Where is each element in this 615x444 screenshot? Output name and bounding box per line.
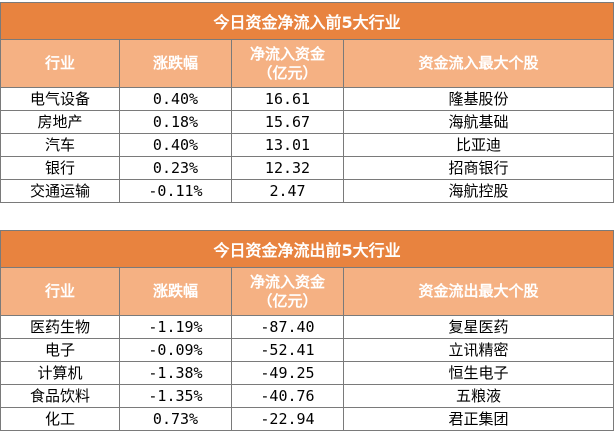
- industry-cell: 电气设备: [1, 88, 120, 111]
- table-row: 汽车 0.40% 13.01 比亚迪: [1, 134, 614, 157]
- industry-cell: 电子: [1, 339, 120, 362]
- table-row: 银行 0.23% 12.32 招商银行: [1, 157, 614, 180]
- top-stock-cell: 海航控股: [344, 180, 614, 203]
- outflow-title: 今日资金净流出前5大行业: [1, 231, 614, 268]
- inflow-header-industry: 行业: [1, 40, 120, 88]
- net-flow-cell: -87.40: [232, 316, 344, 339]
- outflow-header-industry: 行业: [1, 268, 120, 316]
- change-cell: 0.73%: [120, 408, 232, 431]
- inflow-header-top-stock: 资金流入最大个股: [344, 40, 614, 88]
- top-stock-cell: 海航基础: [344, 111, 614, 134]
- industry-cell: 计算机: [1, 362, 120, 385]
- table-row: 化工 0.73% -22.94 君正集团: [1, 408, 614, 431]
- table-row: 医药生物 -1.19% -87.40 复星医药: [1, 316, 614, 339]
- top-stock-cell: 复星医药: [344, 316, 614, 339]
- outflow-table: 今日资金净流出前5大行业 行业 涨跌幅 净流入资金 （亿元） 资金流出最大个股 医药生物 -…: [0, 230, 614, 431]
- table-row: 食品饮料 -1.35% -40.76 五粮液: [1, 385, 614, 408]
- inflow-header-net-flow: 净流入资金 （亿元）: [232, 40, 344, 88]
- table-row: 电子 -0.09% -52.41 立讯精密: [1, 339, 614, 362]
- outflow-header-net-flow: 净流入资金 （亿元）: [232, 268, 344, 316]
- net-flow-cell: -22.94: [232, 408, 344, 431]
- change-cell: 0.40%: [120, 88, 232, 111]
- industry-cell: 食品饮料: [1, 385, 120, 408]
- change-cell: -1.19%: [120, 316, 232, 339]
- net-flow-cell: 15.67: [232, 111, 344, 134]
- top-stock-cell: 招商银行: [344, 157, 614, 180]
- industry-cell: 银行: [1, 157, 120, 180]
- top-stock-cell: 五粮液: [344, 385, 614, 408]
- net-flow-cell: 13.01: [232, 134, 344, 157]
- top-stock-cell: 立讯精密: [344, 339, 614, 362]
- change-cell: -0.11%: [120, 180, 232, 203]
- net-flow-cell: 2.47: [232, 180, 344, 203]
- change-cell: 0.40%: [120, 134, 232, 157]
- change-cell: 0.23%: [120, 157, 232, 180]
- change-cell: -1.38%: [120, 362, 232, 385]
- industry-cell: 汽车: [1, 134, 120, 157]
- inflow-table: 今日资金净流入前5大行业 行业 涨跌幅 净流入资金 （亿元） 资金流入最大个股 电气设备 0…: [0, 2, 614, 203]
- net-flow-cell: 16.61: [232, 88, 344, 111]
- table-row: 交通运输 -0.11% 2.47 海航控股: [1, 180, 614, 203]
- net-flow-cell: -49.25: [232, 362, 344, 385]
- top-stock-cell: 君正集团: [344, 408, 614, 431]
- net-flow-cell: -40.76: [232, 385, 344, 408]
- outflow-header-change: 涨跌幅: [120, 268, 232, 316]
- change-cell: -1.35%: [120, 385, 232, 408]
- industry-cell: 房地产: [1, 111, 120, 134]
- outflow-header-top-stock: 资金流出最大个股: [344, 268, 614, 316]
- inflow-title: 今日资金净流入前5大行业: [1, 3, 614, 40]
- change-cell: 0.18%: [120, 111, 232, 134]
- top-stock-cell: 比亚迪: [344, 134, 614, 157]
- table-row: 计算机 -1.38% -49.25 恒生电子: [1, 362, 614, 385]
- net-flow-cell: 12.32: [232, 157, 344, 180]
- industry-cell: 交通运输: [1, 180, 120, 203]
- table-row: 电气设备 0.40% 16.61 隆基股份: [1, 88, 614, 111]
- industry-cell: 化工: [1, 408, 120, 431]
- inflow-header-change: 涨跌幅: [120, 40, 232, 88]
- table-row: 房地产 0.18% 15.67 海航基础: [1, 111, 614, 134]
- top-stock-cell: 隆基股份: [344, 88, 614, 111]
- change-cell: -0.09%: [120, 339, 232, 362]
- net-flow-cell: -52.41: [232, 339, 344, 362]
- top-stock-cell: 恒生电子: [344, 362, 614, 385]
- industry-cell: 医药生物: [1, 316, 120, 339]
